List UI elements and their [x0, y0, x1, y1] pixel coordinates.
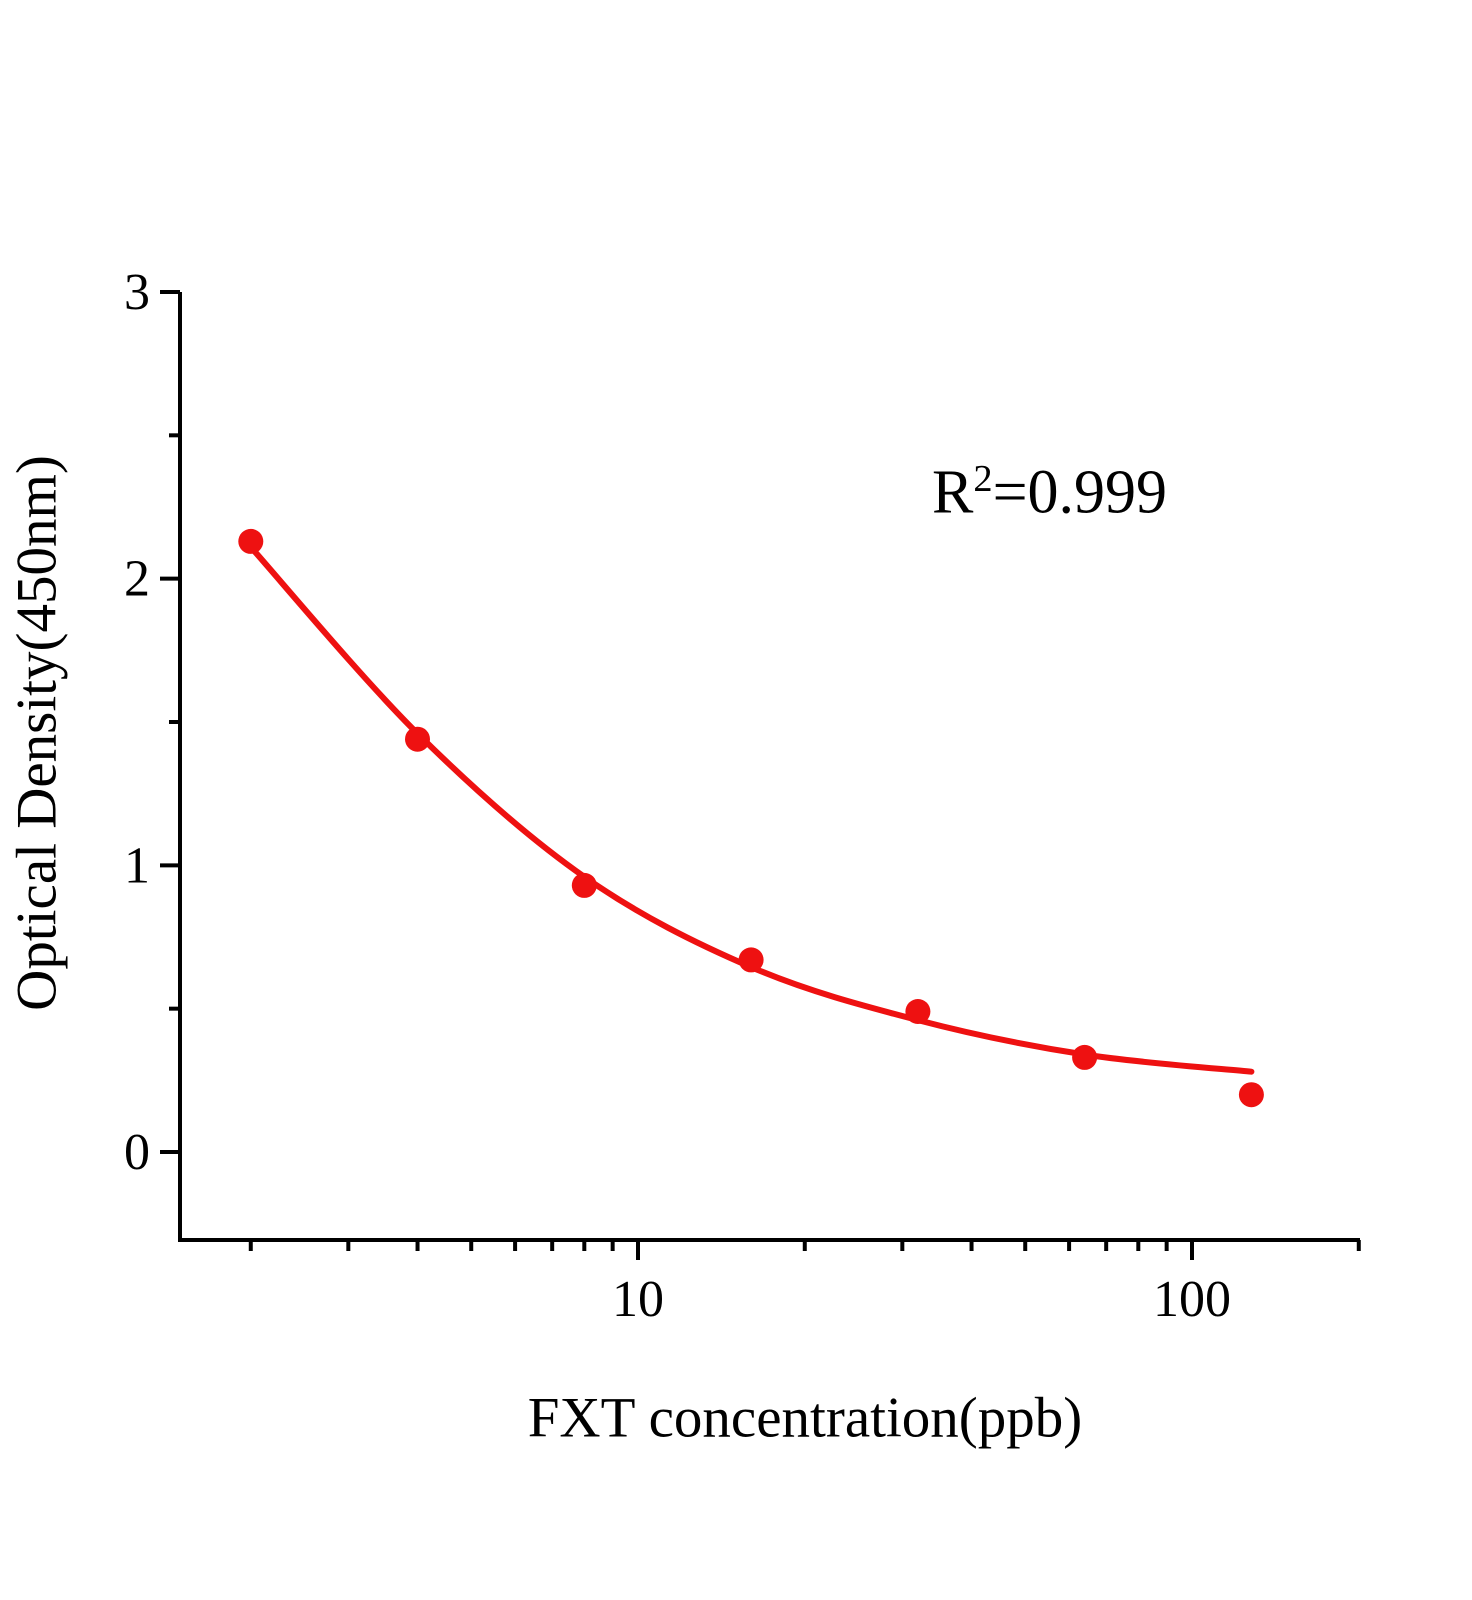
data-point	[905, 999, 931, 1024]
data-point	[738, 947, 764, 973]
data-point	[238, 528, 264, 554]
x-axis-title: FXT concentration(ppb)	[527, 1386, 1083, 1450]
y-tick-label: 1	[124, 837, 150, 894]
x-tick-label: 10	[612, 1271, 664, 1328]
data-point	[405, 726, 430, 752]
r-squared-annotation: R2=0.999	[932, 458, 1167, 529]
y-axis-title: Optical Density(450nm)	[5, 455, 69, 1011]
data-point	[1238, 1082, 1264, 1108]
fit-curve	[247, 544, 1255, 1075]
y-tick-label: 0	[124, 1124, 150, 1181]
r-squared-exponent: 2	[973, 457, 993, 500]
r-squared-prefix: R	[932, 458, 974, 527]
y-tick-label: 2	[124, 551, 150, 608]
y-tick-label: 3	[124, 264, 150, 321]
x-tick-label: 100	[1153, 1271, 1231, 1328]
r-squared-value: =0.999	[992, 458, 1168, 527]
data-point	[571, 872, 597, 898]
axis-frame	[178, 292, 1360, 1242]
data-point	[1072, 1044, 1098, 1070]
